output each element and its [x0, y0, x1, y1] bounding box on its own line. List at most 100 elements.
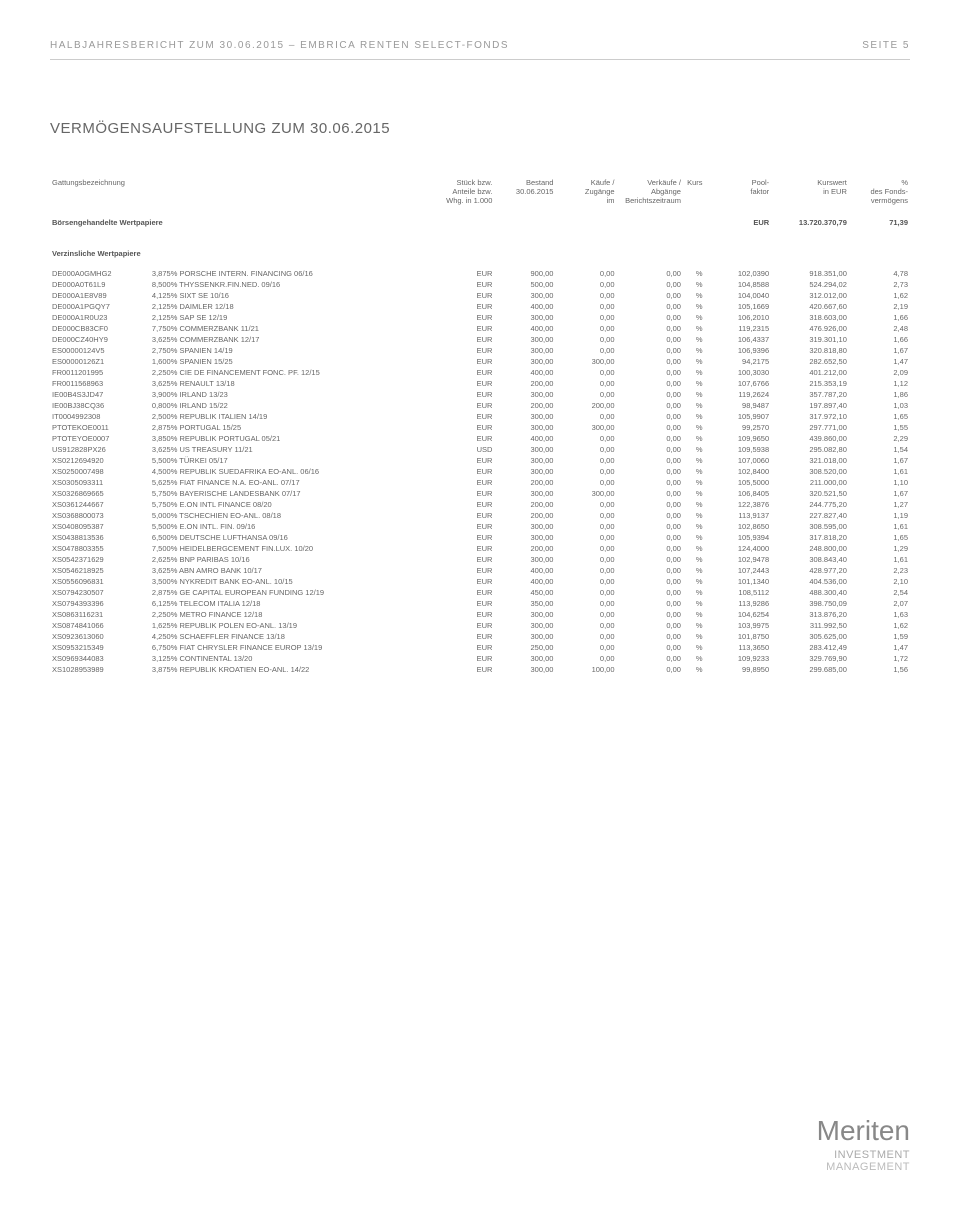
- cell-bestand: 300,00: [494, 521, 555, 532]
- cell-whg: EUR: [439, 609, 495, 620]
- cell-isin: XS1028953989: [50, 664, 150, 675]
- col-kauf-l2: Zugänge: [557, 187, 614, 196]
- cell-pool: 107,0060: [705, 455, 772, 466]
- cell-pool: 119,2624: [705, 389, 772, 400]
- cell-kurs: %: [683, 400, 705, 411]
- table-row: FR00112019952,250% CIE DE FINANCEMENT FO…: [50, 367, 910, 378]
- col-kauf-l3: im: [557, 196, 614, 205]
- table-header: Gattungsbezeichnung Stück bzw. Anteile b…: [50, 177, 910, 206]
- cell-kurswert: 401.212,00: [771, 367, 849, 378]
- cell-isin: FR0011201995: [50, 367, 150, 378]
- table-row: DE000A1R0U232,125% SAP SE 12/19EUR300,00…: [50, 312, 910, 323]
- cell-pct: 1,29: [849, 543, 910, 554]
- cell-pool: 119,2315: [705, 323, 772, 334]
- cell-pool: 102,9478: [705, 554, 772, 565]
- cell-name: 3,875% PORSCHE INTERN. FINANCING 06/16: [150, 268, 439, 279]
- cell-kurswert: 299.685,00: [771, 664, 849, 675]
- cell-verkauf: 0,00: [617, 631, 683, 642]
- cell-pool: 98,9487: [705, 400, 772, 411]
- table-row: XS09236130604,250% SCHAEFFLER FINANCE 13…: [50, 631, 910, 642]
- cell-isin: XS0923613060: [50, 631, 150, 642]
- table-row: XS03688000735,000% TSCHECHIEN EO-ANL. 08…: [50, 510, 910, 521]
- cell-kurswert: 227.827,40: [771, 510, 849, 521]
- cell-whg: EUR: [439, 477, 495, 488]
- cell-whg: EUR: [439, 301, 495, 312]
- cell-bestand: 200,00: [494, 378, 555, 389]
- cell-kurswert: 282.652,50: [771, 356, 849, 367]
- cell-kurswert: 329.769,90: [771, 653, 849, 664]
- cell-kurs: %: [683, 631, 705, 642]
- cell-whg: EUR: [439, 532, 495, 543]
- cell-verkauf: 0,00: [617, 653, 683, 664]
- section-kurswert: 13.720.370,79: [771, 206, 849, 239]
- cell-kauf: 300,00: [555, 488, 616, 499]
- cell-kurs: %: [683, 609, 705, 620]
- cell-name: 5,500% E.ON INTL. FIN. 09/16: [150, 521, 439, 532]
- cell-bestand: 300,00: [494, 444, 555, 455]
- cell-name: 5,750% BAYERISCHE LANDESBANK 07/17: [150, 488, 439, 499]
- cell-pool: 113,9286: [705, 598, 772, 609]
- cell-kauf: 0,00: [555, 323, 616, 334]
- cell-whg: EUR: [439, 378, 495, 389]
- table-row: US912828PX263,625% US TREASURY 11/21USD3…: [50, 444, 910, 455]
- cell-name: 1,625% REPUBLIK POLEN EO-ANL. 13/19: [150, 620, 439, 631]
- cell-verkauf: 0,00: [617, 334, 683, 345]
- cell-kurswert: 320.818,80: [771, 345, 849, 356]
- cell-pool: 124,4000: [705, 543, 772, 554]
- cell-kauf: 0,00: [555, 499, 616, 510]
- cell-whg: EUR: [439, 411, 495, 422]
- cell-kurs: %: [683, 433, 705, 444]
- cell-isin: DE000A0GMHG2: [50, 268, 150, 279]
- cell-bestand: 400,00: [494, 367, 555, 378]
- subsection-row: Verzinsliche Wertpapiere: [50, 239, 910, 268]
- cell-isin: DE000A0T61L9: [50, 279, 150, 290]
- cell-isin: FR0011568963: [50, 378, 150, 389]
- cell-verkauf: 0,00: [617, 587, 683, 598]
- cell-whg: EUR: [439, 389, 495, 400]
- cell-bestand: 300,00: [494, 345, 555, 356]
- cell-kurs: %: [683, 521, 705, 532]
- cell-kurs: %: [683, 345, 705, 356]
- cell-bestand: 300,00: [494, 653, 555, 664]
- cell-verkauf: 0,00: [617, 312, 683, 323]
- cell-kauf: 0,00: [555, 620, 616, 631]
- cell-isin: XS0969344083: [50, 653, 150, 664]
- cell-pct: 2,29: [849, 433, 910, 444]
- col-pct-l3: vermögens: [851, 196, 908, 205]
- cell-pct: 1,72: [849, 653, 910, 664]
- cell-pool: 113,3650: [705, 642, 772, 653]
- cell-verkauf: 0,00: [617, 554, 683, 565]
- cell-pct: 1,66: [849, 312, 910, 323]
- cell-bestand: 200,00: [494, 400, 555, 411]
- cell-whg: EUR: [439, 521, 495, 532]
- cell-bestand: 300,00: [494, 290, 555, 301]
- cell-name: 3,875% REPUBLIK KROATIEN EO-ANL. 14/22: [150, 664, 439, 675]
- cell-pct: 1,54: [849, 444, 910, 455]
- cell-kauf: 0,00: [555, 642, 616, 653]
- cell-pool: 108,5112: [705, 587, 772, 598]
- cell-kurswert: 439.860,00: [771, 433, 849, 444]
- cell-kauf: 0,00: [555, 554, 616, 565]
- cell-kurs: %: [683, 312, 705, 323]
- cell-kurswert: 283.412,49: [771, 642, 849, 653]
- cell-kauf: 0,00: [555, 367, 616, 378]
- cell-isin: XS0408095387: [50, 521, 150, 532]
- cell-kurswert: 295.082,80: [771, 444, 849, 455]
- cell-verkauf: 0,00: [617, 466, 683, 477]
- cell-kauf: 0,00: [555, 466, 616, 477]
- cell-verkauf: 0,00: [617, 455, 683, 466]
- cell-verkauf: 0,00: [617, 433, 683, 444]
- cell-kauf: 300,00: [555, 356, 616, 367]
- table-row: DE000CB83CF07,750% COMMERZBANK 11/21EUR4…: [50, 323, 910, 334]
- table-row: XS04080953875,500% E.ON INTL. FIN. 09/16…: [50, 521, 910, 532]
- cell-pool: 109,9233: [705, 653, 772, 664]
- header-right: SEITE 5: [862, 40, 910, 51]
- table-row: ES00000124V52,750% SPANIEN 14/19EUR300,0…: [50, 345, 910, 356]
- cell-bestand: 300,00: [494, 620, 555, 631]
- section-pct: 71,39: [849, 206, 910, 239]
- cell-isin: US912828PX26: [50, 444, 150, 455]
- cell-verkauf: 0,00: [617, 576, 683, 587]
- cell-isin: ES00000124V5: [50, 345, 150, 356]
- table-row: DE000A1E8V894,125% SIXT SE 10/16EUR300,0…: [50, 290, 910, 301]
- cell-bestand: 300,00: [494, 389, 555, 400]
